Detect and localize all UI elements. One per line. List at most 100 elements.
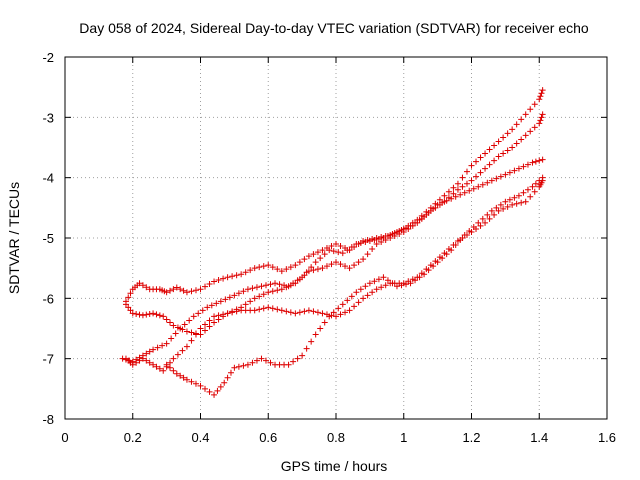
data-point bbox=[518, 136, 525, 143]
data-point bbox=[177, 372, 184, 379]
data-point bbox=[515, 165, 522, 172]
data-point bbox=[283, 266, 290, 273]
data-point bbox=[522, 111, 529, 118]
data-point bbox=[328, 243, 335, 250]
data-point bbox=[425, 209, 432, 216]
data-point bbox=[439, 255, 446, 262]
data-point bbox=[412, 277, 419, 284]
data-point bbox=[143, 357, 150, 364]
data-point bbox=[303, 345, 310, 352]
data-point bbox=[323, 263, 330, 270]
data-point bbox=[258, 283, 265, 290]
data-point bbox=[303, 269, 310, 276]
data-point bbox=[330, 309, 337, 316]
data-point bbox=[491, 157, 498, 164]
data-point bbox=[375, 276, 382, 283]
data-point bbox=[493, 175, 500, 182]
data-point bbox=[221, 379, 228, 386]
data-point bbox=[527, 193, 534, 200]
data-point bbox=[224, 310, 231, 317]
data-point bbox=[475, 183, 482, 190]
data-point bbox=[296, 259, 303, 266]
data-point bbox=[256, 306, 263, 313]
data-point bbox=[127, 290, 134, 297]
series-track-1 bbox=[122, 87, 546, 305]
data-point bbox=[167, 319, 174, 326]
data-point bbox=[269, 264, 276, 271]
data-point bbox=[511, 194, 518, 201]
data-point bbox=[202, 327, 209, 334]
data-point bbox=[539, 174, 546, 181]
y-axis-label: SDTVAR / TECUs bbox=[6, 182, 22, 294]
data-point bbox=[227, 369, 234, 376]
data-point bbox=[183, 328, 190, 335]
data-point bbox=[353, 241, 360, 248]
data-point bbox=[488, 177, 495, 184]
data-point bbox=[244, 361, 251, 368]
data-point bbox=[360, 256, 367, 263]
data-point bbox=[177, 286, 184, 293]
data-point bbox=[240, 362, 247, 369]
data-point bbox=[482, 219, 489, 226]
data-point bbox=[159, 342, 166, 349]
data-point bbox=[484, 179, 491, 186]
data-point bbox=[335, 249, 342, 256]
data-point bbox=[287, 264, 294, 271]
data-point bbox=[461, 189, 468, 196]
data-point bbox=[337, 243, 344, 250]
data-point bbox=[208, 302, 215, 309]
data-point bbox=[337, 261, 344, 268]
data-point bbox=[217, 298, 224, 305]
data-point bbox=[179, 347, 186, 354]
data-point bbox=[156, 312, 163, 319]
data-point bbox=[167, 287, 174, 294]
data-point bbox=[314, 309, 321, 316]
data-point bbox=[183, 343, 190, 350]
data-point bbox=[267, 359, 274, 366]
data-point bbox=[192, 331, 199, 338]
x-tick-label: 1.2 bbox=[462, 430, 480, 445]
data-point bbox=[310, 267, 317, 274]
data-point bbox=[281, 282, 288, 289]
data-point bbox=[497, 201, 504, 208]
data-point bbox=[351, 262, 358, 269]
data-point bbox=[127, 307, 134, 314]
data-point bbox=[502, 198, 509, 205]
data-point bbox=[265, 289, 272, 296]
data-point bbox=[129, 361, 136, 368]
data-point bbox=[139, 355, 146, 362]
data-point bbox=[283, 308, 290, 315]
data-point bbox=[173, 370, 180, 377]
data-point bbox=[342, 309, 349, 316]
data-point bbox=[384, 277, 391, 284]
data-point bbox=[188, 337, 195, 344]
y-tick-label: -8 bbox=[42, 412, 54, 427]
data-point bbox=[190, 313, 197, 320]
data-point bbox=[536, 157, 543, 164]
data-point bbox=[515, 192, 522, 199]
data-point bbox=[441, 192, 448, 199]
data-point bbox=[146, 311, 153, 318]
data-point bbox=[344, 297, 351, 304]
data-point bbox=[269, 288, 276, 295]
data-point bbox=[129, 310, 136, 317]
data-point bbox=[522, 132, 529, 139]
data-point bbox=[362, 239, 369, 246]
data-point bbox=[192, 380, 199, 387]
data-point bbox=[314, 249, 321, 256]
data-point bbox=[524, 161, 531, 168]
x-axis-label: GPS time / hours bbox=[281, 458, 388, 474]
data-point bbox=[378, 239, 385, 246]
data-point bbox=[333, 241, 339, 248]
data-point bbox=[463, 180, 470, 187]
data-point bbox=[242, 269, 249, 276]
data-point bbox=[369, 289, 376, 296]
data-point bbox=[170, 355, 177, 362]
data-point bbox=[524, 186, 531, 193]
data-point bbox=[353, 289, 360, 296]
data-point bbox=[364, 251, 371, 258]
data-point bbox=[412, 219, 419, 226]
data-point bbox=[163, 340, 170, 347]
x-tick-label: 0.4 bbox=[191, 430, 209, 445]
